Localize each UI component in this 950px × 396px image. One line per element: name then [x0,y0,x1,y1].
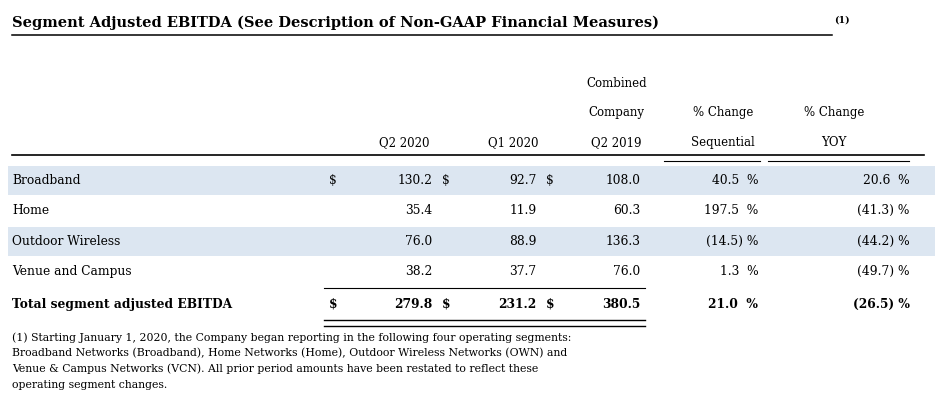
Text: 231.2: 231.2 [498,298,537,311]
Text: 92.7: 92.7 [509,174,537,187]
Text: 21.0  %: 21.0 % [709,298,758,311]
Text: % Change: % Change [804,106,864,119]
Text: % Change: % Change [693,106,753,119]
FancyBboxPatch shape [8,166,935,195]
Text: 136.3: 136.3 [605,235,640,248]
Text: 130.2: 130.2 [397,174,432,187]
Text: Combined: Combined [586,77,647,90]
Text: Total segment adjusted EBITDA: Total segment adjusted EBITDA [12,298,233,311]
Text: Outdoor Wireless: Outdoor Wireless [12,235,121,248]
Text: Q1 2020: Q1 2020 [487,136,538,149]
Text: 11.9: 11.9 [509,204,537,217]
Text: Broadband: Broadband [12,174,81,187]
Text: $: $ [329,174,336,187]
Text: 76.0: 76.0 [613,265,640,278]
Text: $: $ [329,298,337,311]
Text: 38.2: 38.2 [405,265,432,278]
Text: Q2 2020: Q2 2020 [379,136,429,149]
Text: $: $ [442,174,449,187]
Text: (49.7) %: (49.7) % [857,265,909,278]
Text: 40.5  %: 40.5 % [712,174,758,187]
Text: 20.6  %: 20.6 % [863,174,909,187]
Text: (41.3) %: (41.3) % [857,204,909,217]
Text: $: $ [546,174,554,187]
Text: Home: Home [12,204,49,217]
Text: (26.5) %: (26.5) % [852,298,909,311]
Text: (44.2) %: (44.2) % [857,235,909,248]
Text: 279.8: 279.8 [394,298,432,311]
Text: (14.5) %: (14.5) % [706,235,758,248]
Text: $: $ [546,298,555,311]
Text: 60.3: 60.3 [613,204,640,217]
Text: Sequential: Sequential [691,136,755,149]
Text: 380.5: 380.5 [602,298,640,311]
Text: Venue and Campus: Venue and Campus [12,265,132,278]
Text: 88.9: 88.9 [509,235,537,248]
Text: 108.0: 108.0 [605,174,640,187]
Text: 197.5  %: 197.5 % [704,204,758,217]
FancyBboxPatch shape [8,227,935,256]
Text: 76.0: 76.0 [406,235,432,248]
Text: Company: Company [589,106,645,119]
Text: 37.7: 37.7 [509,265,537,278]
Text: Q2 2019: Q2 2019 [592,136,642,149]
Text: 35.4: 35.4 [406,204,432,217]
Text: YOY: YOY [821,136,846,149]
Text: $: $ [442,298,450,311]
Text: 1.3  %: 1.3 % [720,265,758,278]
Text: (1) Starting January 1, 2020, the Company began reporting in the following four : (1) Starting January 1, 2020, the Compan… [12,332,572,390]
Text: (1): (1) [834,15,849,24]
Text: Segment Adjusted EBITDA (See Description of Non-GAAP Financial Measures): Segment Adjusted EBITDA (See Description… [12,15,659,30]
